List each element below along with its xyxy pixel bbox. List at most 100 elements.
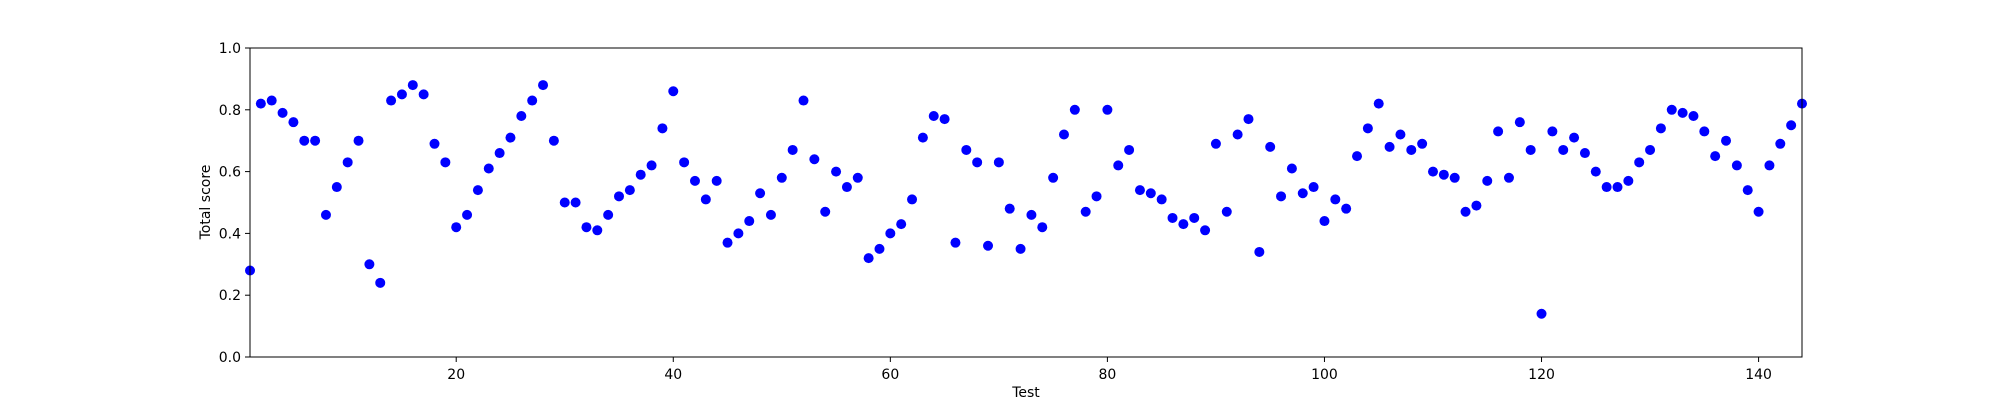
- y-axis-ticks: 0.0 0.2 0.4 0.6 0.8 1.0: [219, 41, 250, 366]
- data-point: [1156, 194, 1167, 205]
- data-point: [538, 80, 549, 91]
- data-point: [1655, 123, 1666, 134]
- data-point: [668, 86, 679, 97]
- data-point: [1438, 169, 1449, 180]
- data-point: [1471, 200, 1482, 211]
- data-point: [505, 132, 516, 143]
- data-point: [1427, 166, 1438, 177]
- data-point: [820, 206, 831, 217]
- data-point: [1265, 141, 1276, 152]
- data-point: [1710, 151, 1721, 162]
- data-point: [559, 197, 570, 208]
- data-point: [950, 237, 961, 248]
- data-point: [993, 157, 1004, 168]
- data-point: [983, 240, 994, 251]
- data-point: [972, 157, 983, 168]
- data-point: [516, 110, 527, 121]
- data-point: [635, 169, 646, 180]
- data-point: [386, 95, 397, 106]
- data-point: [331, 182, 342, 193]
- data-point: [961, 144, 972, 155]
- data-point: [1308, 182, 1319, 193]
- data-point: [1666, 104, 1677, 115]
- data-point: [1525, 144, 1536, 155]
- data-point: [1352, 151, 1363, 162]
- data-point: [494, 148, 505, 159]
- data-point: [700, 194, 711, 205]
- data-point: [1395, 129, 1406, 140]
- data-point: [1048, 172, 1059, 183]
- plot-area: [245, 47, 1807, 358]
- data-point: [1558, 144, 1569, 155]
- data-point: [917, 132, 928, 143]
- data-point: [776, 172, 787, 183]
- data-point: [1037, 222, 1048, 233]
- data-point: [831, 166, 842, 177]
- data-point: [440, 157, 451, 168]
- data-point: [1688, 110, 1699, 121]
- data-point: [472, 185, 483, 196]
- data-point: [1721, 135, 1732, 146]
- data-point: [1124, 144, 1135, 155]
- data-point: [1579, 148, 1590, 159]
- data-point: [1775, 138, 1786, 149]
- data-point: [1102, 104, 1113, 115]
- data-point: [1493, 126, 1504, 137]
- data-point: [798, 95, 809, 106]
- x-tick-label: 100: [1311, 367, 1338, 383]
- data-point: [755, 188, 766, 199]
- data-point: [1167, 212, 1178, 223]
- y-tick-label: 0.8: [219, 103, 241, 119]
- data-point: [1569, 132, 1580, 143]
- data-point: [711, 175, 722, 186]
- y-axis-label: Total score: [198, 165, 214, 241]
- data-point: [874, 243, 885, 254]
- data-point: [1547, 126, 1558, 137]
- data-point: [1080, 206, 1091, 217]
- axes-frame: [249, 47, 1803, 358]
- data-point: [1069, 104, 1080, 115]
- data-point: [1623, 175, 1634, 186]
- data-point: [939, 114, 950, 125]
- y-tick-label: 0.4: [219, 226, 241, 242]
- x-tick-label: 80: [1098, 367, 1116, 383]
- x-axis-label: Test: [1011, 385, 1040, 400]
- data-point: [1601, 182, 1612, 193]
- data-point: [277, 107, 288, 118]
- data-point: [1015, 243, 1026, 254]
- data-point: [364, 259, 375, 270]
- data-point: [679, 157, 690, 168]
- data-point: [1384, 141, 1395, 152]
- data-point: [483, 163, 494, 174]
- data-point: [418, 89, 429, 100]
- data-point: [1373, 98, 1384, 109]
- data-point: [1590, 166, 1601, 177]
- data-point: [1210, 138, 1221, 149]
- data-point: [255, 98, 266, 109]
- data-point: [462, 209, 473, 220]
- data-point: [809, 154, 820, 165]
- x-tick-label: 20: [447, 367, 465, 383]
- data-point: [852, 172, 863, 183]
- data-point: [657, 123, 668, 134]
- data-point: [863, 253, 874, 264]
- data-point: [310, 135, 321, 146]
- data-point: [451, 222, 462, 233]
- x-tick-label: 40: [664, 367, 682, 383]
- x-tick-label: 60: [881, 367, 899, 383]
- data-point: [1742, 185, 1753, 196]
- data-point: [614, 191, 625, 202]
- data-point: [1449, 172, 1460, 183]
- data-point: [1612, 182, 1623, 193]
- x-tick-label: 140: [1745, 367, 1772, 383]
- data-point: [689, 175, 700, 186]
- data-point: [1753, 206, 1764, 217]
- data-point: [1514, 117, 1525, 128]
- data-point: [1113, 160, 1124, 171]
- data-point: [1417, 138, 1428, 149]
- data-point: [581, 222, 592, 233]
- data-point: [570, 197, 581, 208]
- data-point: [1536, 308, 1547, 319]
- data-point: [1243, 114, 1254, 125]
